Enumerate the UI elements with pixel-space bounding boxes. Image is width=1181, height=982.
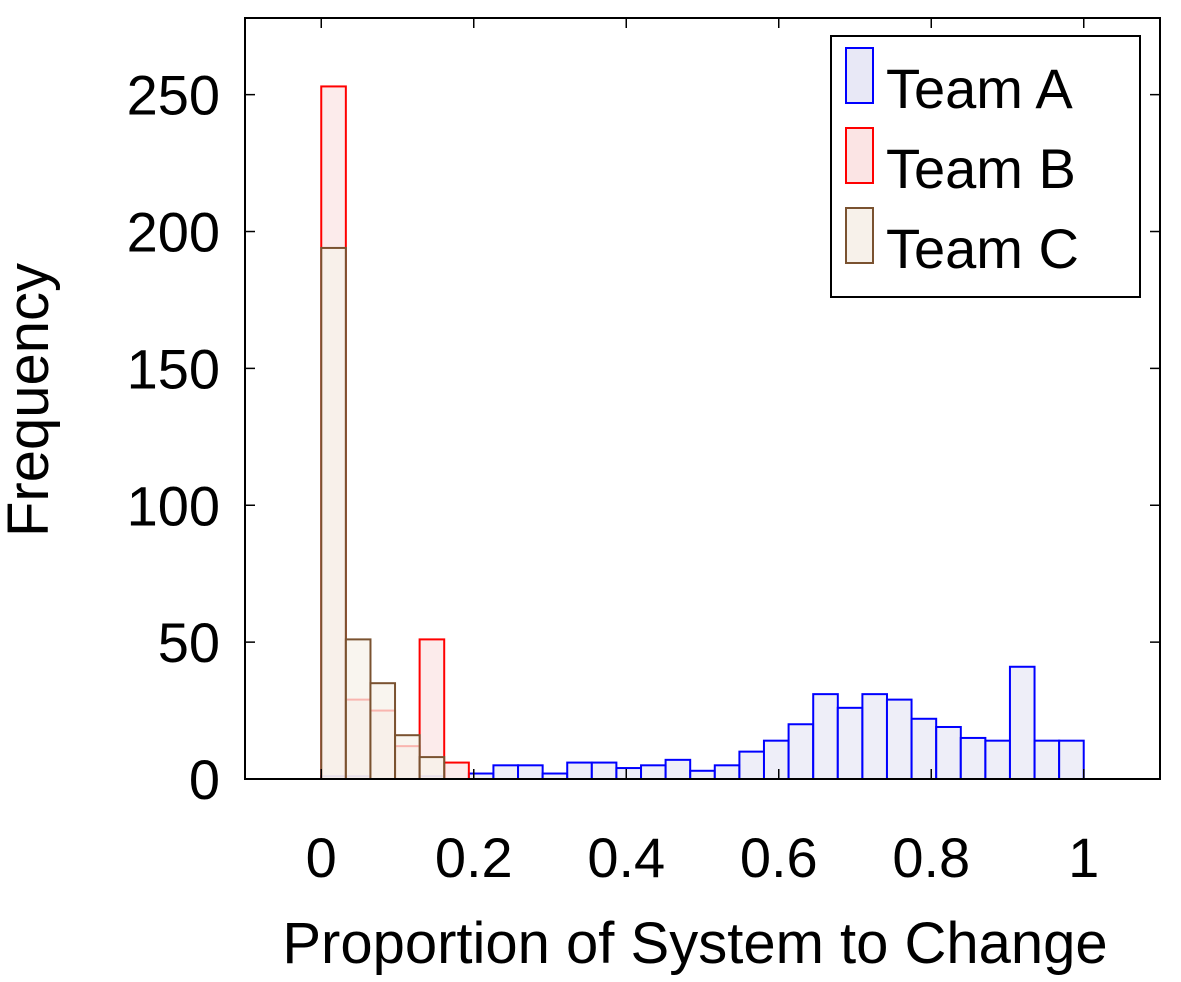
bar-series-1-bin-16 xyxy=(762,739,790,781)
legend-swatch-1 xyxy=(845,47,874,104)
bar-series-3-bin-1 xyxy=(320,246,347,780)
bar-series-1-bin-26 xyxy=(1008,665,1036,780)
y-tick-label: 100 xyxy=(127,474,220,537)
bar-series-1-bin-12 xyxy=(664,758,692,781)
bar-series-1-bin-18 xyxy=(812,693,839,780)
x-tick-label: 1 xyxy=(1068,826,1099,889)
bar-series-1-bin-24 xyxy=(959,736,987,780)
bar-series-2-bin-6 xyxy=(443,761,470,781)
bar-series-1-bin-9 xyxy=(590,761,618,781)
legend-swatch-3 xyxy=(845,207,874,264)
x-tick-label: 0.4 xyxy=(587,826,665,889)
bar-series-1-bin-8 xyxy=(566,761,593,781)
bar-series-1-bin-11 xyxy=(640,764,667,780)
y-tick-label: 0 xyxy=(189,748,220,811)
y-tick-label: 150 xyxy=(127,337,220,400)
bar-series-1-bin-10 xyxy=(615,767,643,780)
legend-swatch-2 xyxy=(845,127,874,184)
bar-series-1-bin-19 xyxy=(836,706,864,780)
legend-label-1: Team A xyxy=(886,57,1073,120)
bar-series-1-bin-21 xyxy=(885,698,913,781)
bars-layer xyxy=(320,85,1085,781)
bar-series-1-bin-5 xyxy=(492,764,520,780)
y-tick-label: 200 xyxy=(127,201,220,264)
x-tick-label: 0.8 xyxy=(892,826,970,889)
legend-label-2: Team B xyxy=(886,137,1076,200)
legend: Team A Team B Team C xyxy=(830,35,1141,298)
bar-series-3-bin-2 xyxy=(344,638,372,780)
bar-series-1-bin-28 xyxy=(1058,739,1085,781)
bar-series-3-bin-5 xyxy=(418,756,446,780)
bar-series-1-bin-15 xyxy=(738,750,766,781)
y-tick-label: 50 xyxy=(158,611,220,674)
x-tick-label: 0 xyxy=(306,826,337,889)
bar-series-3-bin-3 xyxy=(369,682,397,781)
x-axis-title: Proportion of System to Change xyxy=(282,911,1107,976)
bar-series-1-bin-25 xyxy=(984,739,1011,781)
bar-series-2-bin-5 xyxy=(418,638,446,780)
x-tick-label: 0.6 xyxy=(740,826,818,889)
bar-series-1-bin-27 xyxy=(1033,739,1061,781)
x-tick-label: 0.2 xyxy=(435,826,513,889)
legend-label-3: Team C xyxy=(886,217,1079,280)
bar-series-1-bin-20 xyxy=(861,693,888,780)
bar-series-1-bin-23 xyxy=(935,725,962,780)
bar-series-1-bin-13 xyxy=(689,769,716,781)
bar-series-1-bin-17 xyxy=(787,723,815,780)
y-tick-label: 250 xyxy=(127,64,220,127)
ticks-layer: 0 0.2 0.4 0.6 0.8 1 0 50 100 150 200 250 xyxy=(127,18,1160,889)
bar-series-1-bin-6 xyxy=(517,764,544,780)
bar-series-1-bin-14 xyxy=(713,764,741,780)
legend-box xyxy=(830,35,1141,298)
bar-series-3-bin-4 xyxy=(394,734,421,780)
plot-frame xyxy=(244,17,1161,780)
y-axis-title: Frequency xyxy=(0,263,61,537)
bar-series-1-bin-22 xyxy=(910,717,938,780)
